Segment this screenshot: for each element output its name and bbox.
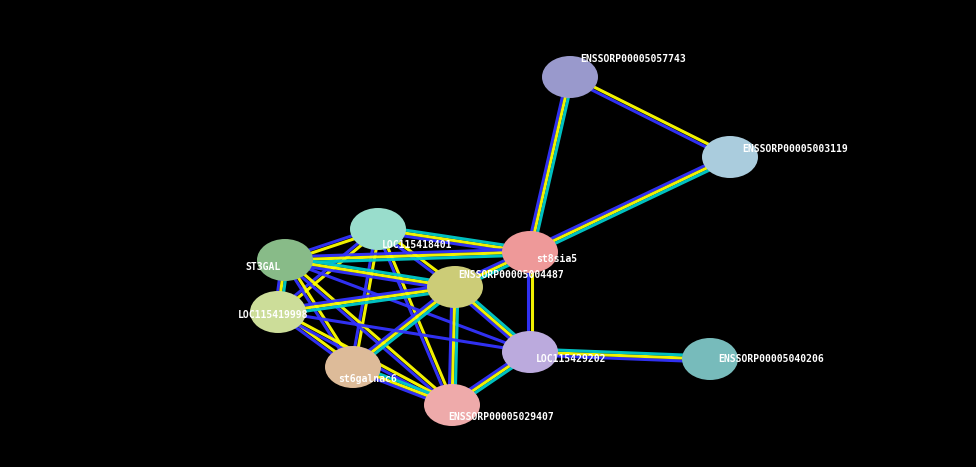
Text: LOC115419998: LOC115419998 xyxy=(238,310,308,320)
Text: LOC115418401: LOC115418401 xyxy=(382,240,453,250)
Text: st8sia5: st8sia5 xyxy=(536,254,577,264)
Text: ENSSORP00005004487: ENSSORP00005004487 xyxy=(458,270,564,280)
Ellipse shape xyxy=(502,331,558,373)
Text: ST3GAL: ST3GAL xyxy=(245,262,280,272)
Ellipse shape xyxy=(350,208,406,250)
Ellipse shape xyxy=(702,136,758,178)
Text: ENSSORP00005029407: ENSSORP00005029407 xyxy=(448,412,553,422)
Ellipse shape xyxy=(502,231,558,273)
Ellipse shape xyxy=(250,291,306,333)
Ellipse shape xyxy=(427,266,483,308)
Text: ENSSORP00005057743: ENSSORP00005057743 xyxy=(580,54,686,64)
Text: ENSSORP00005040206: ENSSORP00005040206 xyxy=(718,354,824,364)
Text: st6galnac6: st6galnac6 xyxy=(338,374,397,384)
Ellipse shape xyxy=(257,239,313,281)
Ellipse shape xyxy=(325,346,381,388)
Ellipse shape xyxy=(424,384,480,426)
Text: ENSSORP00005003119: ENSSORP00005003119 xyxy=(742,144,848,154)
Ellipse shape xyxy=(542,56,598,98)
Text: LOC115429202: LOC115429202 xyxy=(536,354,606,364)
Ellipse shape xyxy=(682,338,738,380)
